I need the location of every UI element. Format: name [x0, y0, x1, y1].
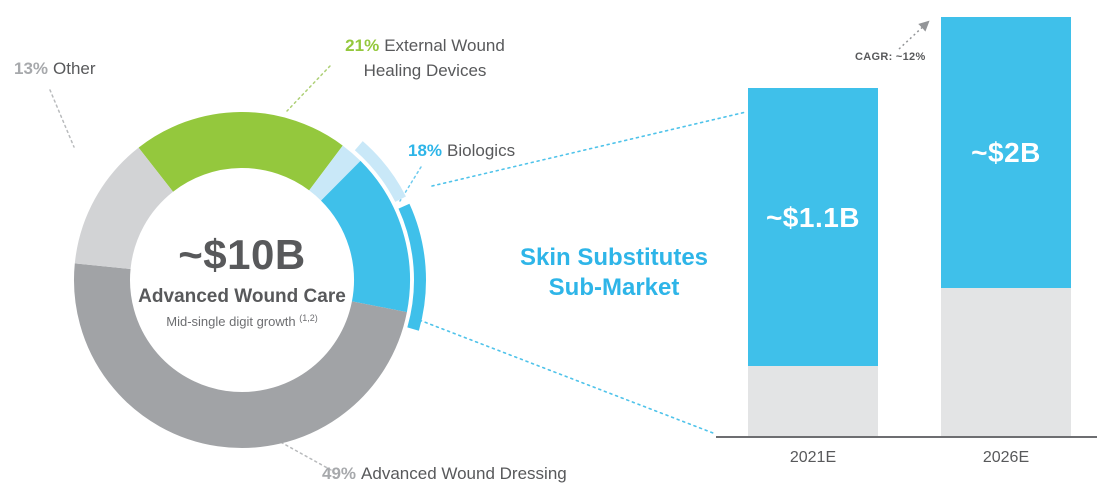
donut-chart: ~$10B Advanced Wound Care Mid-single dig…: [42, 80, 442, 480]
donut-center-value: ~$10B: [178, 230, 306, 278]
label-external-wound-text: External Wound Healing Devices: [363, 36, 505, 80]
label-other: 13% Other: [14, 59, 96, 79]
bar-2021e-value-label: ~$1.1B: [765, 202, 861, 233]
donut-center-footnote: (1,2): [299, 312, 318, 323]
label-biologics: 18% Biologics: [408, 141, 515, 161]
segment-biologics-pale-sliver: [308, 145, 361, 201]
pct-other: 13%: [14, 59, 49, 78]
bar-2021e-base-segment: [748, 366, 878, 436]
segment-external-wound-healing-devices: [138, 112, 343, 193]
tick-2026e: 2026E: [982, 449, 1030, 466]
label-advanced-wound-dressing-text: Advanced Wound Dressing: [361, 464, 567, 483]
donut-center-title: Advanced Wound Care: [138, 285, 346, 307]
pct-biologics: 18%: [408, 141, 443, 160]
bar-2026e-skin-substitutes-segment: ~$2B: [941, 17, 1071, 288]
cagr-arrow: [898, 20, 930, 50]
bar-2021e-skin-substitutes-segment: ~$1.1B: [748, 88, 878, 366]
tick-2021e: 2021E: [789, 449, 837, 466]
highlight-arc-pale: [354, 141, 406, 202]
pct-advanced-wound-dressing: 49%: [322, 464, 357, 483]
zoom-cone-bottom-line: [413, 317, 714, 434]
segment-other: [74, 147, 174, 270]
bar-2026e-value-label: ~$2B: [971, 136, 1041, 168]
bar-2021e: ~$1.1B: [748, 88, 878, 436]
bar-2026e: ~$2B: [941, 17, 1071, 436]
segment-biologics: [320, 160, 410, 313]
pct-external-wound: 21%: [345, 36, 380, 55]
cagr-annotation: CAGR: ~12%: [855, 51, 926, 63]
label-external-wound: 21% External Wound Healing Devices: [325, 33, 525, 83]
label-advanced-wound-dressing: 49% Advanced Wound Dressing: [322, 464, 567, 484]
segment-advanced-wound-dressing: [74, 263, 407, 448]
label-other-text: Other: [53, 59, 96, 78]
highlight-arc-cyan: [398, 203, 426, 331]
label-biologics-text: Biologics: [447, 141, 516, 160]
donut-rings: [74, 112, 426, 448]
x-axis-line: [716, 436, 1097, 438]
bar-2026e-base-segment: [941, 288, 1071, 436]
submarket-title-line2: Sub-Market: [548, 274, 680, 301]
donut-center: ~$10B Advanced Wound Care Mid-single dig…: [126, 231, 358, 329]
donut-center-subtitle-text: Mid-single digit growth: [166, 314, 300, 330]
donut-center-subtitle: Mid-single digit growth (1,2): [126, 313, 358, 329]
submarket-title: Skin Substitutes Sub-Market: [503, 243, 725, 303]
submarket-title-line1: Skin Substitutes: [519, 244, 709, 271]
